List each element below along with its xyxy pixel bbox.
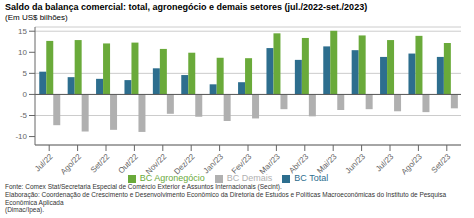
svg-text:Mai/23: Mai/23 bbox=[315, 152, 339, 176]
svg-text:Jan/23: Jan/23 bbox=[202, 152, 226, 176]
html-text:(Dimac/Ipea).: (Dimac/Ipea). bbox=[5, 206, 44, 214]
html-text:(Em US$ bilhões): (Em US$ bilhões) bbox=[5, 13, 68, 22]
svg-text:Jul/22: Jul/22 bbox=[33, 152, 55, 174]
svg-text:15: 15 bbox=[18, 27, 27, 36]
svg-text:Nov/22: Nov/22 bbox=[144, 152, 169, 177]
svg-text:5: 5 bbox=[23, 69, 28, 78]
svg-text:0: 0 bbox=[23, 90, 28, 99]
svg-text:Set/22: Set/22 bbox=[89, 152, 112, 175]
html-text:BC Agronegócio: BC Agronegócio bbox=[139, 173, 205, 183]
svg-text:-5: -5 bbox=[20, 111, 28, 120]
svg-text:Abr/23: Abr/23 bbox=[287, 152, 310, 175]
svg-text:-10: -10 bbox=[15, 132, 27, 141]
svg-text:Ago/23: Ago/23 bbox=[400, 152, 425, 177]
svg-text:Fev/23: Fev/23 bbox=[230, 152, 254, 176]
svg-text:Set/23: Set/23 bbox=[430, 152, 453, 175]
html-text:Fonte: Comex Stat/Secretaria E: Fonte: Comex Stat/Secretaria Especial de… bbox=[5, 183, 282, 190]
html-text:BC Demais: BC Demais bbox=[226, 173, 273, 183]
svg-text:Jul/23: Jul/23 bbox=[374, 152, 396, 174]
svg-text:Ago/22: Ago/22 bbox=[59, 152, 84, 177]
svg-text:10: 10 bbox=[18, 48, 27, 57]
html-text:BC Total: BC Total bbox=[294, 173, 329, 183]
svg-text:Jun/23: Jun/23 bbox=[344, 152, 368, 176]
svg-text:Dez/22: Dez/22 bbox=[172, 152, 197, 177]
svg-text:Out/22: Out/22 bbox=[116, 152, 140, 176]
html-text:Saldo da balança comercial: to: Saldo da balança comercial: total, agron… bbox=[5, 2, 368, 12]
svg-text:Mar/23: Mar/23 bbox=[258, 152, 282, 176]
html-text:Elaboração: Coordenação de Cre: Elaboração: Coordenação de Crescimento e… bbox=[5, 190, 447, 206]
